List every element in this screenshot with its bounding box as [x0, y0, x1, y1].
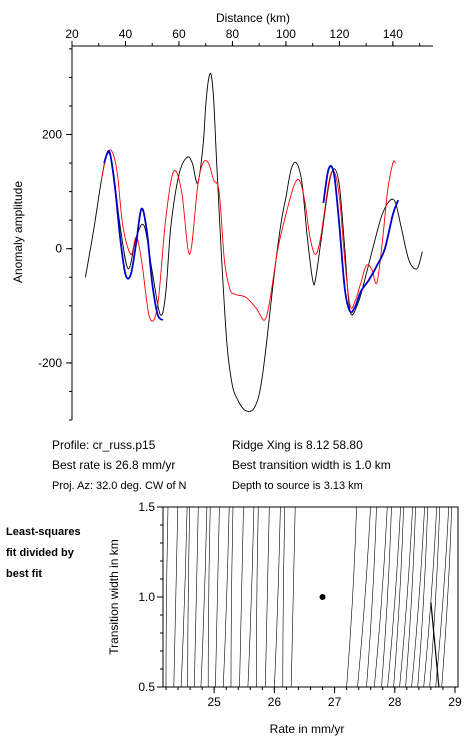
contour-line: [393, 506, 404, 688]
contour-line: [165, 506, 169, 688]
contour-line: [282, 506, 286, 688]
legend-line-1: Least-squares: [6, 526, 81, 538]
contour-line: [265, 506, 270, 688]
bottom-x-axis-label: Rate in mm/yr: [270, 722, 345, 736]
projection-azimuth-text: Proj. Az: 32.0 deg. CW of N: [52, 480, 187, 492]
top-y-axis-label: Anomaly amplitude: [11, 181, 25, 283]
contour-line: [346, 506, 357, 688]
top-x-axis-label: Distance (km): [216, 11, 290, 25]
ridge-crossing-text: Ridge Xing is 8.12 58.80: [232, 438, 363, 452]
contour-line: [247, 506, 255, 688]
contour-line: [230, 506, 234, 688]
contour-frame: [162, 506, 459, 688]
top-x-tick-label: 40: [119, 27, 133, 41]
top-axes: 20 40 60 80 100 120 140 -200 0 200: [38, 27, 433, 421]
profile-text: Profile: cr_russ.p15: [52, 438, 156, 452]
contour-line: [405, 506, 416, 688]
contour-line: [430, 602, 440, 688]
best-fit-point: [319, 594, 326, 600]
contour-line: [435, 506, 449, 688]
bottom-axes: 25 26 27 28 29 0.5 1.0 1.5: [138, 500, 462, 709]
legend-line-2: fit divided by: [6, 547, 74, 559]
top-x-tick-label: 80: [226, 27, 240, 41]
series-line-observed: [84, 72, 423, 412]
contour-line: [423, 506, 437, 688]
contour-line: [274, 506, 281, 688]
bottom-y-tick-label: 1.0: [138, 590, 155, 604]
contour-line: [374, 506, 388, 688]
contour-line: [399, 506, 413, 688]
bottom-y-tick-label: 0.5: [138, 680, 155, 694]
contour-line: [239, 506, 244, 688]
contour-lines: [165, 506, 452, 688]
legend-line-3: best fit: [6, 568, 43, 580]
contour-line: [194, 506, 199, 688]
contour-line: [207, 506, 211, 688]
top-x-tick-label: 100: [276, 27, 296, 41]
contour-line: [387, 506, 401, 688]
bottom-x-tick-label: 29: [448, 695, 462, 709]
bottom-x-tick-label: 26: [268, 695, 282, 709]
bottom-x-tick-label: 25: [207, 695, 221, 709]
top-x-tick-label: 20: [65, 27, 79, 41]
contour-line: [180, 506, 188, 688]
bottom-x-tick-label: 27: [328, 695, 342, 709]
contour-line: [381, 506, 392, 688]
contour-line: [417, 506, 428, 688]
series-line-fit-2: [322, 165, 400, 314]
bottom-y-axis-label: Transition width in km: [107, 539, 121, 655]
contour-line: [411, 506, 425, 688]
top-x-tick-label: 60: [172, 27, 186, 41]
contour-line: [256, 506, 259, 688]
top-y-tick-label: -200: [38, 356, 62, 370]
contour-line: [290, 506, 296, 688]
top-y-tick-label: 0: [55, 242, 62, 256]
bottom-x-tick-label: 28: [388, 695, 402, 709]
contour-line: [429, 506, 440, 688]
series-line-synthetic: [100, 149, 397, 322]
top-x-tick-label: 120: [329, 27, 349, 41]
anomaly-profile-chart: Distance (km) Anomaly amplitude 20 40 60 80…: [11, 11, 433, 421]
contour-line: [357, 506, 371, 688]
top-x-tick-label: 140: [383, 27, 403, 41]
series-line-fit-1: [103, 150, 164, 321]
best-width-text: Best transition width is 1.0 km: [232, 458, 391, 472]
contour-line: [215, 506, 220, 688]
contour-line: [441, 506, 452, 688]
contour-line: [200, 506, 208, 688]
depth-to-source-text: Depth to source is 3.13 km: [232, 480, 363, 492]
contour-line: [173, 506, 179, 688]
contour-line: [366, 506, 377, 688]
contour-line: [187, 506, 190, 688]
bottom-y-tick-label: 1.5: [138, 500, 155, 514]
contour-line: [222, 506, 230, 688]
top-y-tick-label: 200: [42, 128, 62, 142]
best-rate-text: Best rate is 26.8 mm/yr: [52, 458, 176, 472]
top-series-group: [84, 72, 423, 412]
